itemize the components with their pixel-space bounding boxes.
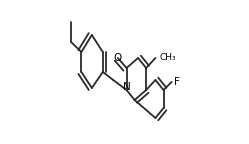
Text: F: F — [174, 77, 180, 87]
Text: O: O — [113, 53, 121, 63]
Text: CH₃: CH₃ — [160, 54, 176, 62]
Text: N: N — [123, 82, 130, 92]
